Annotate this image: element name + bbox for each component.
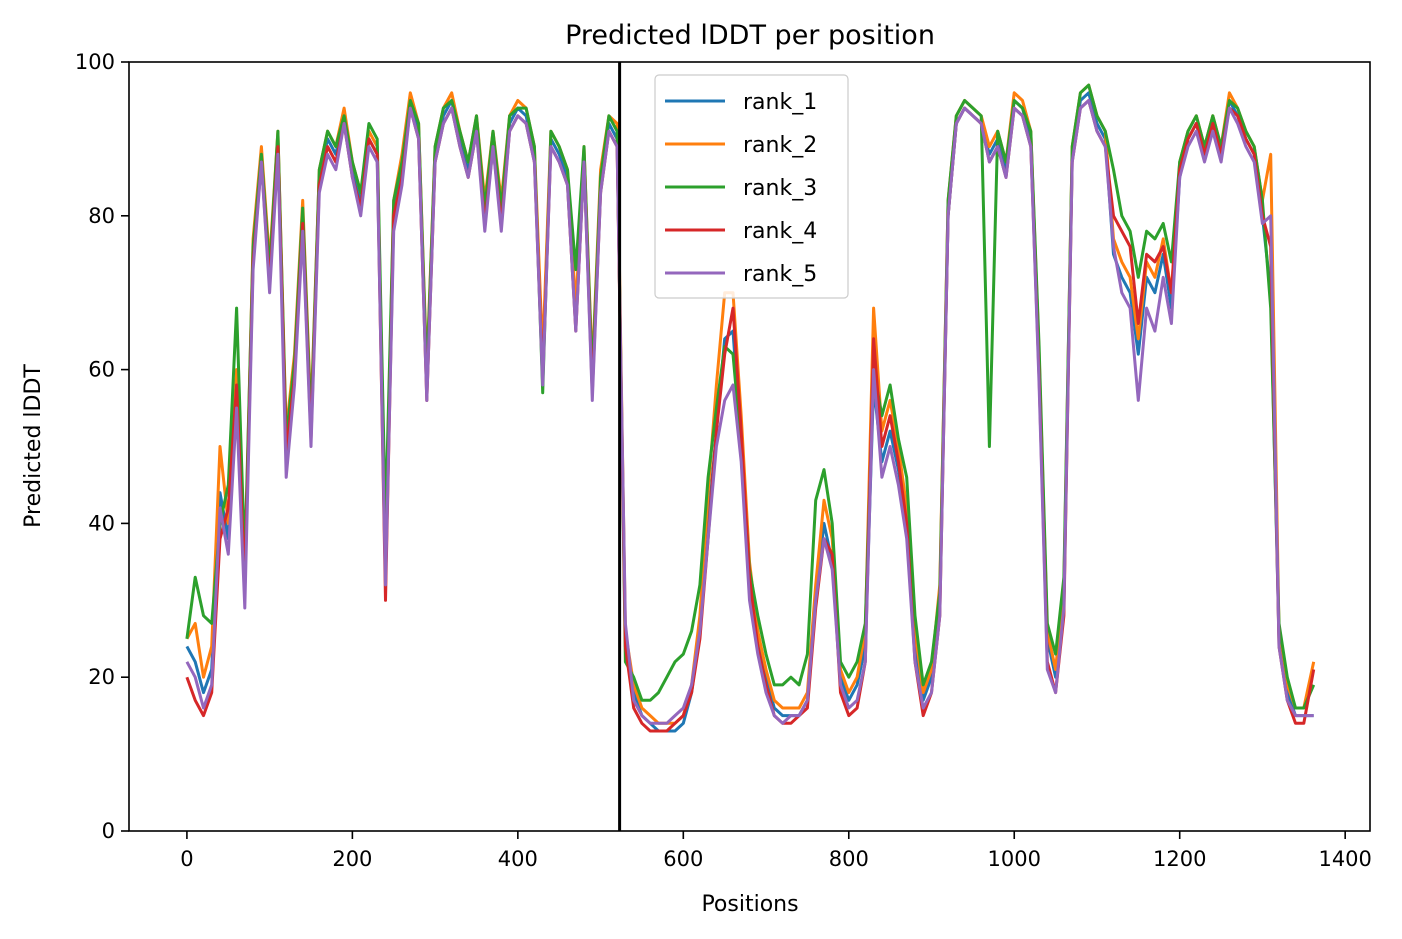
- series-line-5: [185, 99, 1314, 725]
- y-axis-label: Predicted lDDT: [21, 364, 46, 528]
- y-axis: 0 20 40 60 80 100: [75, 50, 129, 843]
- x-tick-label: 200: [332, 847, 372, 871]
- chart-title: Predicted lDDT per position: [565, 20, 935, 51]
- legend-label-2: rank_2: [743, 133, 817, 158]
- y-tick-label: 0: [102, 819, 115, 843]
- y-tick-label: 20: [88, 665, 115, 689]
- legend-label-4: rank_4: [743, 219, 817, 244]
- x-tick-label: 800: [829, 847, 869, 871]
- plot-frame: [128, 61, 1371, 832]
- x-tick-label: 400: [498, 847, 538, 871]
- y-tick-label: 40: [88, 511, 115, 535]
- x-axis: 0 200 400 600 800 1000 1200 1400: [180, 831, 1372, 871]
- y-tick-label: 60: [88, 358, 115, 382]
- legend-label-1: rank_1: [743, 90, 817, 115]
- x-tick-label: 1400: [1318, 847, 1371, 871]
- legend-label-3: rank_3: [743, 176, 817, 201]
- legend: rank_1 rank_2 rank_3 rank_4 rank_5: [654, 74, 849, 299]
- plot-lines: [185, 83, 1316, 733]
- legend-box: [654, 74, 849, 299]
- x-tick-label: 1200: [1153, 847, 1206, 871]
- x-tick-label: 600: [663, 847, 703, 871]
- x-tick-label: 0: [180, 847, 193, 871]
- y-tick-label: 80: [88, 204, 115, 228]
- y-tick-label: 100: [75, 50, 115, 74]
- x-axis-label: Positions: [701, 892, 798, 917]
- x-tick-label: 1000: [988, 847, 1041, 871]
- legend-label-5: rank_5: [743, 262, 817, 287]
